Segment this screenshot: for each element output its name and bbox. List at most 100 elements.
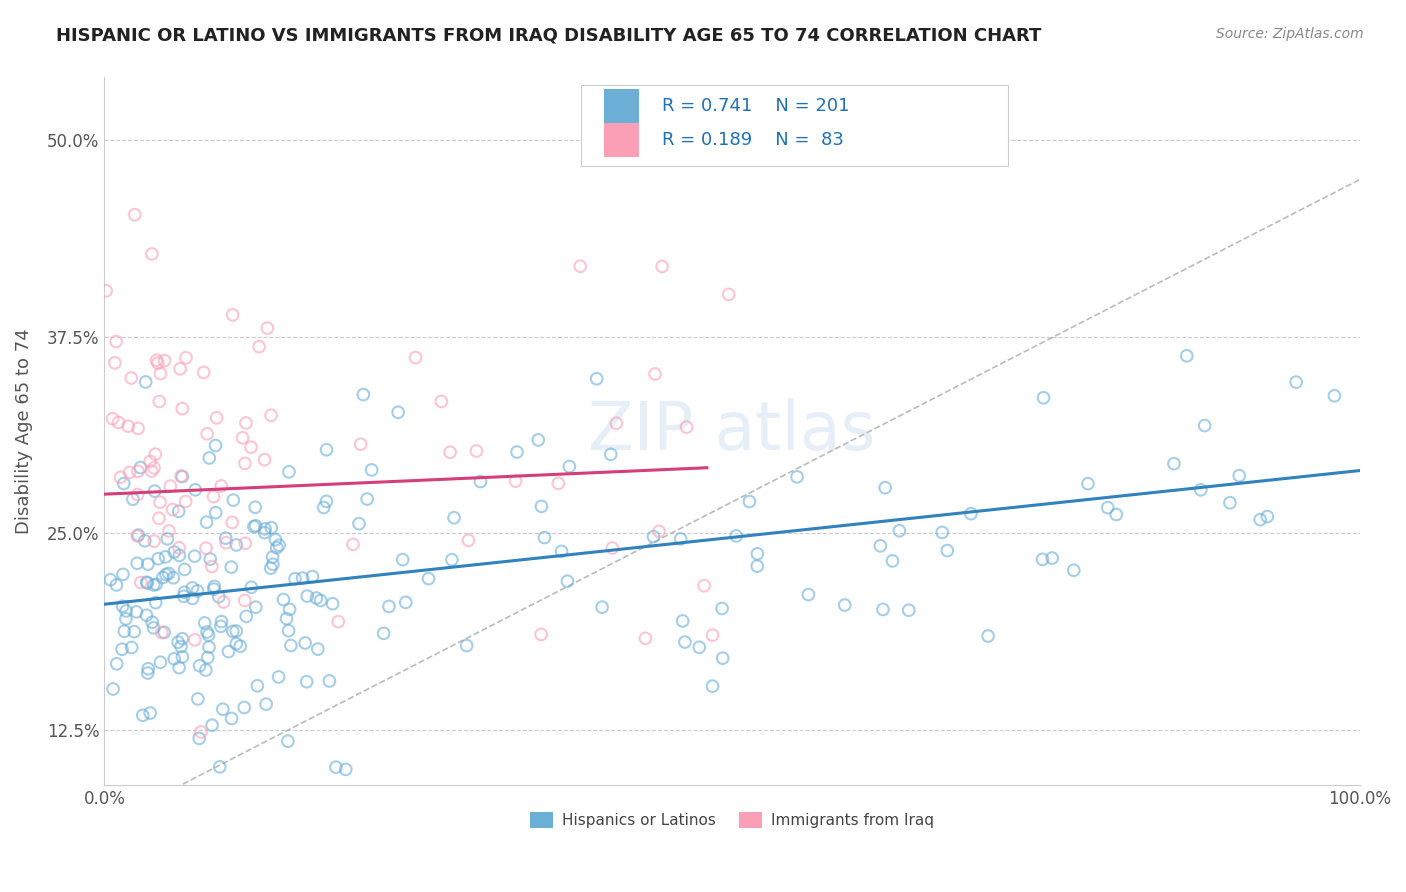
Point: [335, 763, 357, 777]
Point: [747, 559, 769, 574]
Point: [273, 592, 295, 607]
Point: [111, 642, 134, 657]
Point: [585, 372, 607, 386]
Point: [127, 464, 149, 478]
Point: [301, 569, 323, 583]
Point: [675, 420, 697, 434]
Point: [169, 549, 191, 563]
Point: [136, 557, 159, 571]
Point: [167, 660, 190, 674]
Point: [240, 580, 263, 594]
Point: [643, 530, 665, 544]
Point: [197, 628, 219, 642]
Point: [139, 706, 162, 720]
Point: [167, 504, 190, 518]
Point: [875, 481, 897, 495]
Point: [136, 576, 159, 591]
Point: [148, 394, 170, 409]
Point: [221, 711, 243, 725]
Point: [145, 577, 167, 591]
Point: [557, 574, 579, 589]
Point: [702, 679, 724, 693]
Point: [135, 575, 157, 590]
Point: [931, 525, 953, 540]
Point: [170, 469, 193, 483]
Point: [112, 624, 135, 639]
Point: [1063, 563, 1085, 577]
Point: [122, 492, 145, 507]
Point: [225, 538, 247, 552]
Point: [373, 626, 395, 640]
Point: [153, 353, 176, 368]
Point: [294, 636, 316, 650]
Point: [440, 552, 463, 566]
Point: [253, 525, 276, 540]
Point: [297, 589, 319, 603]
Point: [143, 447, 166, 461]
Point: [141, 247, 163, 261]
Point: [195, 541, 218, 556]
Point: [209, 479, 232, 493]
Point: [291, 571, 314, 585]
Point: [267, 670, 290, 684]
Point: [94, 284, 117, 298]
Point: [834, 598, 856, 612]
Point: [118, 466, 141, 480]
Text: ZIP atlas: ZIP atlas: [588, 398, 876, 464]
Point: [547, 476, 569, 491]
Point: [711, 651, 734, 665]
Point: [142, 621, 165, 635]
Point: [797, 588, 820, 602]
Point: [233, 593, 256, 607]
Point: [506, 445, 529, 459]
Point: [202, 579, 225, 593]
Point: [266, 541, 288, 555]
Point: [1285, 375, 1308, 389]
Point: [157, 524, 180, 538]
Point: [221, 560, 243, 574]
Point: [187, 584, 209, 599]
Point: [136, 666, 159, 681]
Point: [233, 700, 256, 714]
Point: [1256, 509, 1278, 524]
Point: [1227, 468, 1250, 483]
Point: [1189, 483, 1212, 497]
Point: [107, 416, 129, 430]
Point: [157, 566, 180, 581]
Point: [457, 533, 479, 548]
Point: [153, 625, 176, 640]
Legend: Hispanics or Latinos, Immigrants from Iraq: Hispanics or Latinos, Immigrants from Ir…: [524, 805, 941, 834]
Point: [558, 459, 581, 474]
Point: [111, 567, 134, 582]
Point: [672, 614, 695, 628]
Point: [150, 625, 173, 640]
Point: [127, 529, 149, 543]
Point: [155, 567, 177, 582]
Point: [194, 663, 217, 677]
Point: [101, 411, 124, 425]
Point: [105, 578, 128, 592]
Point: [167, 635, 190, 649]
Point: [209, 619, 232, 633]
Point: [312, 500, 335, 515]
Point: [430, 394, 453, 409]
Point: [125, 605, 148, 619]
Point: [173, 590, 195, 604]
Point: [711, 601, 734, 615]
Text: R = 0.741    N = 201: R = 0.741 N = 201: [662, 97, 849, 115]
Point: [121, 640, 143, 655]
Point: [260, 561, 283, 575]
Point: [143, 461, 166, 475]
Point: [527, 433, 550, 447]
Point: [309, 593, 332, 607]
Point: [142, 578, 165, 592]
Point: [1032, 391, 1054, 405]
Point: [163, 652, 186, 666]
Point: [262, 558, 284, 572]
Point: [202, 490, 225, 504]
Point: [1323, 389, 1346, 403]
Point: [218, 645, 240, 659]
Point: [232, 431, 254, 445]
Point: [378, 599, 401, 614]
Point: [786, 470, 808, 484]
